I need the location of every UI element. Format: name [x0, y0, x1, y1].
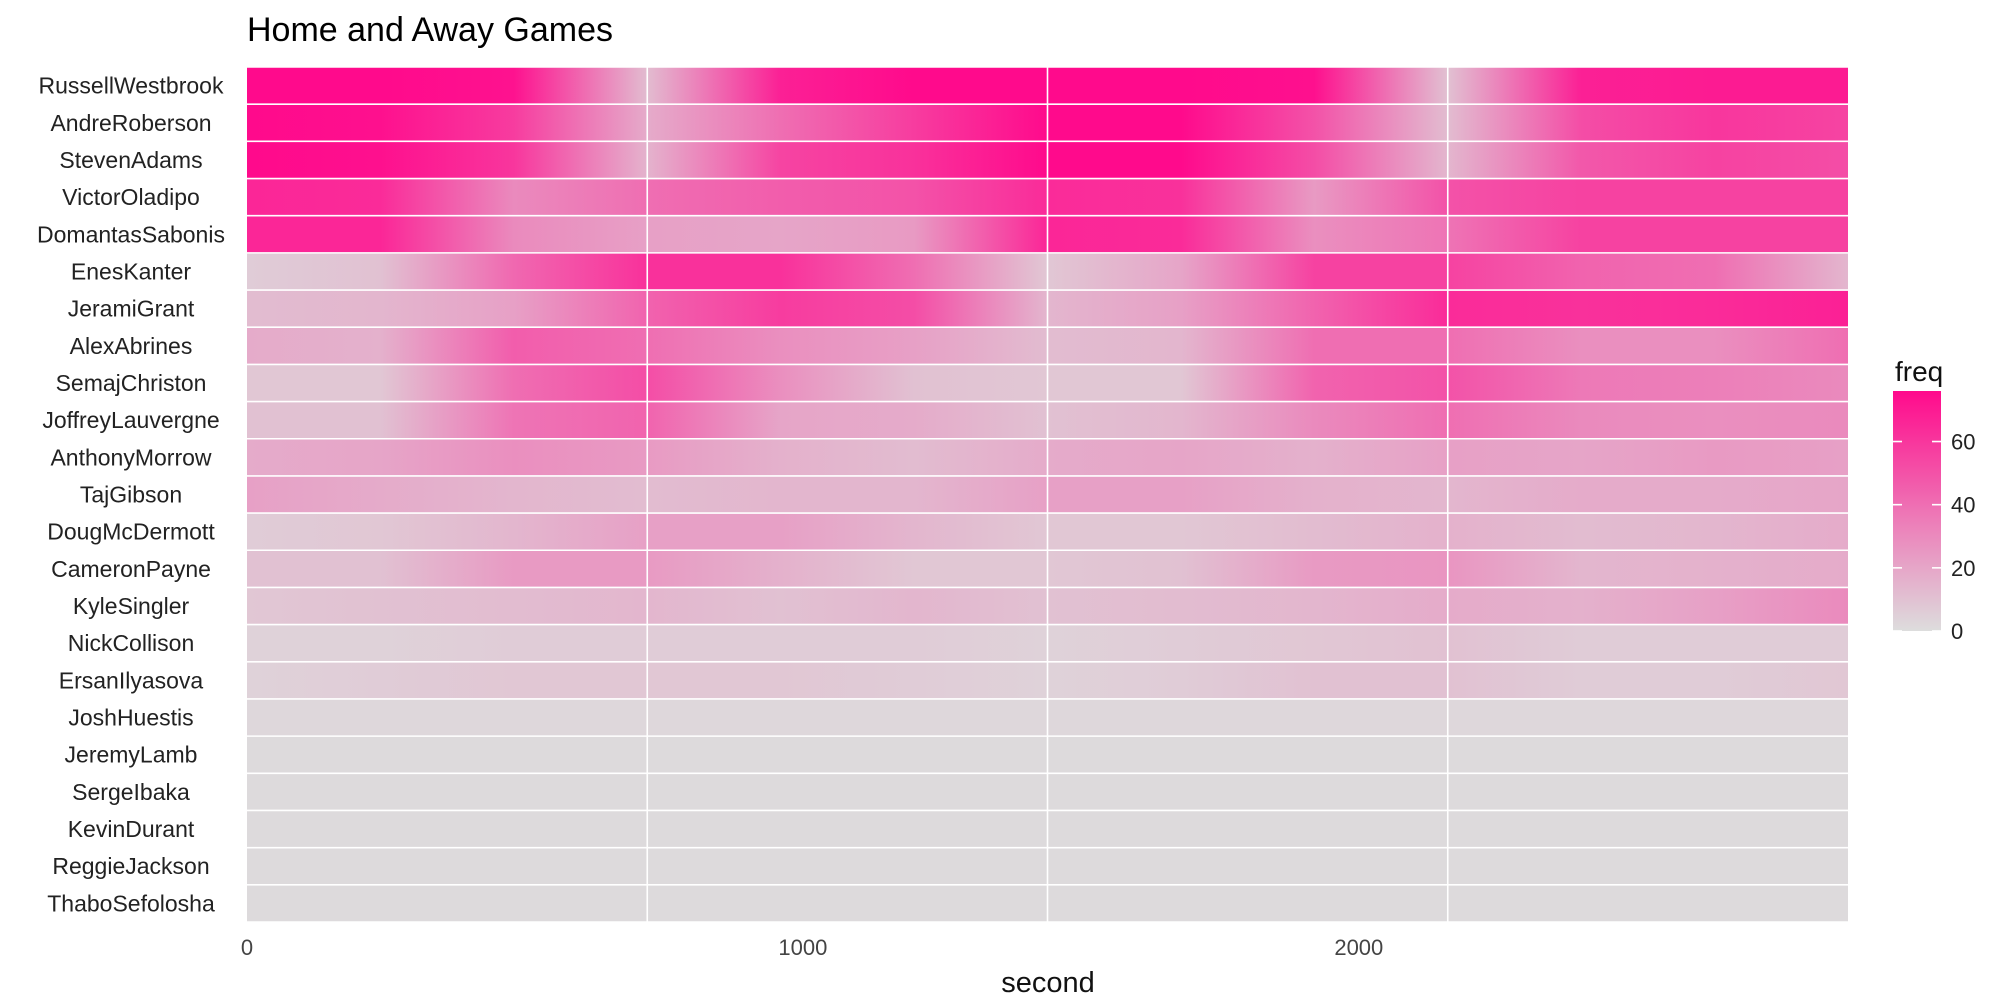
y-label-AndreRoberson: AndreRoberson [50, 110, 211, 136]
y-label-RussellWestbrook: RussellWestbrook [39, 73, 224, 99]
y-label-TajGibson: TajGibson [80, 482, 182, 508]
y-label-JoshHuestis: JoshHuestis [68, 705, 193, 731]
x-axis-title: second [1001, 967, 1095, 999]
y-label-JoffreyLauvergne: JoffreyLauvergne [42, 407, 219, 433]
y-label-DomantasSabonis: DomantasSabonis [37, 221, 225, 247]
y-label-SergeIbaka: SergeIbaka [72, 779, 190, 805]
y-label-KevinDurant: KevinDurant [68, 816, 195, 842]
x-tick-label: 1000 [778, 935, 827, 960]
legend-color-bar [1893, 391, 1941, 631]
x-tick-label: 2000 [1334, 935, 1383, 960]
x-tick-label: 0 [241, 935, 253, 960]
y-label-ErsanIlyasova: ErsanIlyasova [59, 667, 204, 693]
y-label-VictorOladipo: VictorOladipo [62, 184, 200, 210]
y-label-NickCollison: NickCollison [68, 630, 195, 656]
y-label-ThaboSefolosha: ThaboSefolosha [47, 890, 215, 916]
y-label-DougMcDermott: DougMcDermott [47, 519, 215, 545]
y-label-EnesKanter: EnesKanter [71, 258, 192, 284]
y-label-CameronPayne: CameronPayne [51, 556, 211, 582]
legend-tick-label: 60 [1951, 430, 1975, 455]
legend-tick-label: 20 [1951, 556, 1975, 581]
y-label-JeremyLamb: JeremyLamb [65, 742, 198, 768]
y-label-StevenAdams: StevenAdams [59, 147, 202, 173]
y-label-KyleSingler: KyleSingler [73, 593, 190, 619]
x-axis-ticks: 0 1000 2000 [241, 935, 1383, 960]
plot-area [247, 66, 1848, 923]
y-label-SemajChriston: SemajChriston [56, 370, 207, 396]
y-label-AnthonyMorrow: AnthonyMorrow [50, 444, 211, 470]
legend-tick-label: 40 [1951, 493, 1975, 518]
legend: freq 0 20 40 60 [1893, 356, 1975, 644]
y-label-ReggieJackson: ReggieJackson [52, 853, 209, 879]
legend-title: freq [1895, 356, 1943, 387]
legend-tick-label: 0 [1951, 619, 1963, 644]
y-label-JeramiGrant: JeramiGrant [68, 296, 195, 322]
chart-title: Home and Away Games [247, 11, 613, 49]
y-label-AlexAbrines: AlexAbrines [70, 333, 193, 359]
y-axis-labels: RussellWestbrook AndreRoberson StevenAdams… [37, 73, 225, 917]
